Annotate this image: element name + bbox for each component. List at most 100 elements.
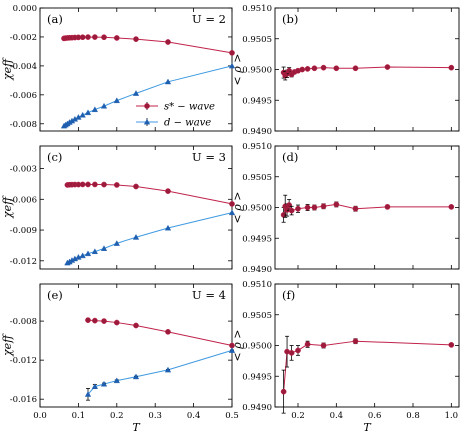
series-line-1 bbox=[67, 183, 233, 205]
data-point bbox=[79, 181, 86, 188]
data-point bbox=[84, 391, 92, 397]
data-point bbox=[311, 65, 318, 72]
x-tick-label: 0.8 bbox=[406, 411, 420, 421]
data-point bbox=[100, 245, 108, 251]
y-tick-label: -0.002 bbox=[10, 33, 37, 43]
data-point bbox=[352, 65, 359, 72]
data-point bbox=[165, 188, 171, 194]
panel-label: (f) bbox=[282, 288, 295, 302]
data-point bbox=[91, 248, 99, 255]
data-point bbox=[165, 39, 171, 45]
panel-label: (e) bbox=[47, 288, 63, 302]
data-point bbox=[113, 182, 120, 188]
data-point bbox=[320, 64, 327, 71]
plot-frame bbox=[274, 145, 460, 270]
data-point bbox=[101, 181, 107, 188]
data-point bbox=[85, 181, 91, 188]
data-point bbox=[304, 66, 311, 72]
y-tick-label: -0.009 bbox=[10, 226, 37, 236]
data-point bbox=[384, 64, 391, 70]
y-tick-label: -0.012 bbox=[10, 356, 37, 366]
series-line-1 bbox=[283, 340, 452, 392]
data-point bbox=[92, 181, 98, 188]
data-point bbox=[304, 204, 311, 211]
y-tick-label: 0.9510 bbox=[242, 142, 272, 152]
data-point bbox=[304, 341, 311, 348]
y-tick-label: 0.9490 bbox=[242, 403, 272, 413]
y-axis-label: < ρ > bbox=[231, 330, 244, 362]
data-point bbox=[352, 338, 359, 345]
data-point bbox=[85, 317, 91, 323]
data-point bbox=[91, 383, 99, 389]
data-point bbox=[333, 65, 340, 72]
legend: s* − wave d − wave bbox=[136, 102, 215, 129]
panel-label: (b) bbox=[282, 12, 298, 26]
data-point bbox=[84, 250, 92, 257]
data-point bbox=[92, 34, 98, 40]
y-axis-label: < ρ > bbox=[231, 192, 244, 224]
y-axis-label: χeff bbox=[1, 195, 14, 219]
plot-frame bbox=[274, 283, 460, 408]
data-point bbox=[320, 342, 327, 349]
x-tick-label: 0.1 bbox=[72, 411, 86, 421]
data-point bbox=[79, 252, 86, 259]
y-axis-label: χeff bbox=[1, 57, 14, 81]
data-point bbox=[164, 78, 172, 85]
y-tick-label: 0.000 bbox=[13, 4, 37, 14]
y-tick-label: 0.9495 bbox=[242, 234, 272, 244]
data-point bbox=[352, 205, 359, 212]
data-point bbox=[295, 205, 301, 212]
panel-label: (a) bbox=[47, 12, 63, 26]
y-tick-label: -0.012 bbox=[10, 257, 37, 267]
panel-2: 0.9490 0.9495 0.9500 0.9505 0.9510 < ρ > (b) bbox=[231, 4, 460, 137]
y-tick-label: 0.9490 bbox=[242, 265, 272, 275]
panel-1: 0.000 -0.002 -0.004 -0.006 -0.008 χeff (a) U = … bbox=[1, 4, 236, 132]
data-point bbox=[113, 35, 120, 41]
data-point bbox=[448, 64, 455, 71]
data-point bbox=[101, 34, 107, 41]
data-point bbox=[280, 388, 287, 395]
y-tick-label: -0.003 bbox=[10, 165, 37, 175]
x-tick-label: 0.0 bbox=[33, 411, 47, 421]
data-point bbox=[448, 342, 455, 348]
data-point bbox=[85, 34, 91, 40]
data-point bbox=[228, 62, 236, 69]
x-tick-label: 0.2 bbox=[291, 411, 305, 421]
y-axis-label: χeff bbox=[1, 333, 14, 357]
y-tick-label: 0.9510 bbox=[242, 280, 272, 290]
panel-4: 0.9490 0.9495 0.9500 0.9505 0.9510 < ρ > (d) bbox=[231, 142, 460, 275]
legend-label: d − wave bbox=[164, 118, 211, 129]
y-tick-label: 0.9500 bbox=[242, 204, 272, 214]
data-point bbox=[384, 204, 391, 210]
x-axis-label: T bbox=[363, 421, 372, 434]
panel-label: (d) bbox=[282, 150, 298, 164]
data-point bbox=[75, 254, 82, 260]
data-point bbox=[448, 204, 455, 210]
y-tick-label: -0.006 bbox=[10, 91, 37, 101]
x-tick-label: 0.5 bbox=[225, 411, 239, 421]
series-line-1 bbox=[87, 319, 233, 346]
data-point bbox=[113, 240, 120, 246]
plot-frame bbox=[39, 283, 233, 408]
data-point bbox=[288, 350, 295, 356]
data-point bbox=[132, 234, 140, 240]
u-label: U = 2 bbox=[192, 12, 226, 26]
data-point bbox=[91, 106, 99, 113]
data-point bbox=[113, 319, 120, 326]
data-point bbox=[101, 318, 107, 324]
panel-3: -0.003 -0.006 -0.009 -0.012 χeff (c) U = 3 bbox=[1, 145, 236, 270]
series-line-2 bbox=[67, 212, 233, 264]
data-point bbox=[133, 183, 139, 190]
y-tick-label: 0.9505 bbox=[242, 35, 272, 45]
y-axis-label: < ρ > bbox=[231, 54, 244, 86]
data-point bbox=[333, 201, 340, 208]
data-point bbox=[113, 377, 120, 384]
panel-label: (c) bbox=[47, 150, 62, 164]
data-point bbox=[79, 34, 86, 41]
data-point bbox=[113, 97, 120, 104]
legend-label: s* − wave bbox=[164, 102, 215, 113]
data-point bbox=[320, 203, 327, 210]
data-point bbox=[100, 380, 108, 387]
y-tick-label: -0.008 bbox=[10, 317, 37, 327]
